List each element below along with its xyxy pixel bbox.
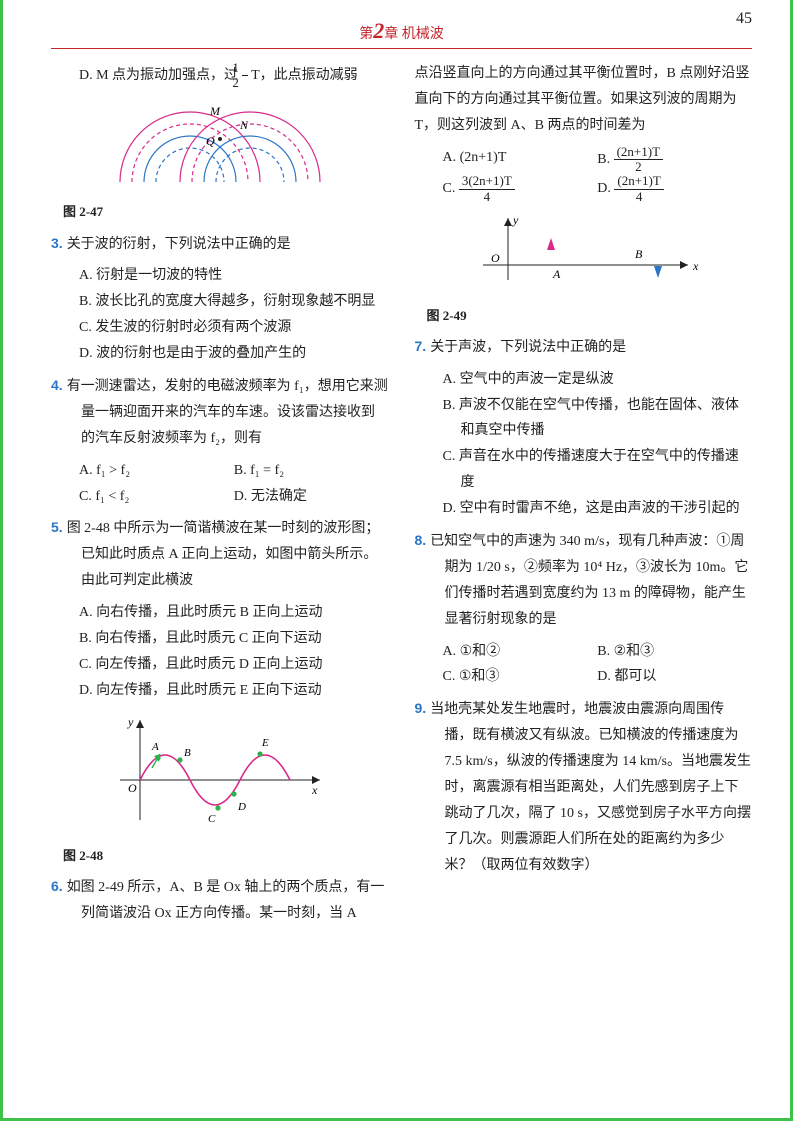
figure-2-49: O x y A B (415, 210, 753, 300)
question-3: 3.关于波的衍射，下列说法中正确的是 (51, 231, 389, 258)
q5-option-C: C. 向左传播，且此时质元 D 正向上运动 (51, 652, 389, 678)
question-9: 9.当地壳某处发生地震时，地震波由震源向周围传播，既有横波又有纵波。已知横波的传… (415, 696, 753, 878)
q5-option-A: A. 向右传播，且此时质元 B 正向上运动 (51, 600, 389, 626)
svg-text:D: D (237, 801, 246, 813)
left-column: D. M 点为振动加强点，过 12 T，此点振动减弱 (51, 61, 389, 932)
option-D-prev-question: D. M 点为振动加强点，过 12 T，此点振动减弱 (51, 61, 389, 91)
svg-text:B: B (184, 747, 191, 759)
label-Q: Q (206, 134, 215, 148)
q5-option-B: B. 向右传播，且此时质元 C 正向下运动 (51, 626, 389, 652)
label-M: M (209, 104, 221, 118)
svg-text:A: A (552, 267, 561, 281)
q6-options-row2: C. 3(2n+1)T4 D. (2n+1)T4 (415, 174, 753, 204)
q7-option-C: C. 声音在水中的传播速度大于在空气中的传播速度 (415, 444, 753, 496)
svg-text:y: y (512, 213, 519, 227)
svg-text:x: x (311, 783, 318, 797)
q7-option-B: B. 声波不仅能在空气中传播，也能在固体、液体和真空中传播 (415, 393, 753, 445)
question-4: 4.有一测速雷达，发射的电磁波频率为 f₁，想用它来测量一辆迎面开来的汽车的车速… (51, 373, 389, 452)
q8-options-row2: C. ①和③D. 都可以 (415, 664, 753, 690)
q3-option-C: C. 发生波的衍射时必须有两个波源 (51, 315, 389, 341)
page-number: 45 (736, 10, 752, 28)
chapter-label: 第2章 机械波 (359, 18, 444, 44)
figure-2-47: M N Q (51, 97, 389, 197)
svg-text:O: O (491, 251, 500, 265)
q5-option-D: D. 向左传播，且此时质元 E 正向下运动 (51, 678, 389, 704)
question-5: 5.图 2-48 中所示为一简谐横波在某一时刻的波形图；已知此时质点 A 正向上… (51, 515, 389, 594)
question-6: 6.如图 2-49 所示，A、B 是 Ox 轴上的两个质点，有一列简谐波沿 Ox… (51, 874, 389, 927)
q4-options-row2: C. f₁ < f₂D. 无法确定 (51, 484, 389, 510)
q3-option-B: B. 波长比孔的宽度大得越多，衍射现象越不明显 (51, 289, 389, 315)
svg-text:x: x (692, 259, 699, 273)
label-N: N (239, 118, 249, 132)
q3-option-A: A. 衍射是一切波的特性 (51, 263, 389, 289)
question-7: 7.关于声波，下列说法中正确的是 (415, 334, 753, 361)
right-column: 点沿竖直向上的方向通过其平衡位置时，B 点刚好沿竖直向下的方向通过其平衡位置。如… (415, 61, 753, 932)
svg-text:O: O (128, 781, 137, 795)
svg-text:A: A (151, 741, 159, 753)
question-8: 8.已知空气中的声速为 340 m/s，现有几种声波：①周期为 1/20 s，②… (415, 528, 753, 633)
svg-text:C: C (208, 813, 216, 825)
q7-option-D: D. 空中有时雷声不绝，这是由声波的干涉引起的 (415, 496, 753, 522)
figure-2-48: O x y A B C D E (51, 710, 389, 840)
fig-2-48-caption: 图 2-48 (63, 844, 389, 868)
page-header: 第2章 机械波 45 (51, 18, 752, 49)
q6-continuation: 点沿竖直向上的方向通过其平衡位置时，B 点刚好沿竖直向下的方向通过其平衡位置。如… (415, 61, 753, 139)
q6-options-row1: A. (2n+1)T B. (2n+1)T2 (415, 145, 753, 175)
svg-text:y: y (127, 715, 134, 729)
q8-options-row1: A. ①和②B. ②和③ (415, 639, 753, 665)
q4-options-row1: A. f₁ > f₂B. f₁ = f₂ (51, 458, 389, 484)
q3-option-D: D. 波的衍射也是由于波的叠加产生的 (51, 341, 389, 367)
q7-option-A: A. 空气中的声波一定是纵波 (415, 367, 753, 393)
svg-text:E: E (261, 737, 269, 749)
fig-2-49-caption: 图 2-49 (427, 304, 753, 328)
fig-2-47-caption: 图 2-47 (63, 200, 389, 224)
svg-text:B: B (635, 247, 643, 261)
